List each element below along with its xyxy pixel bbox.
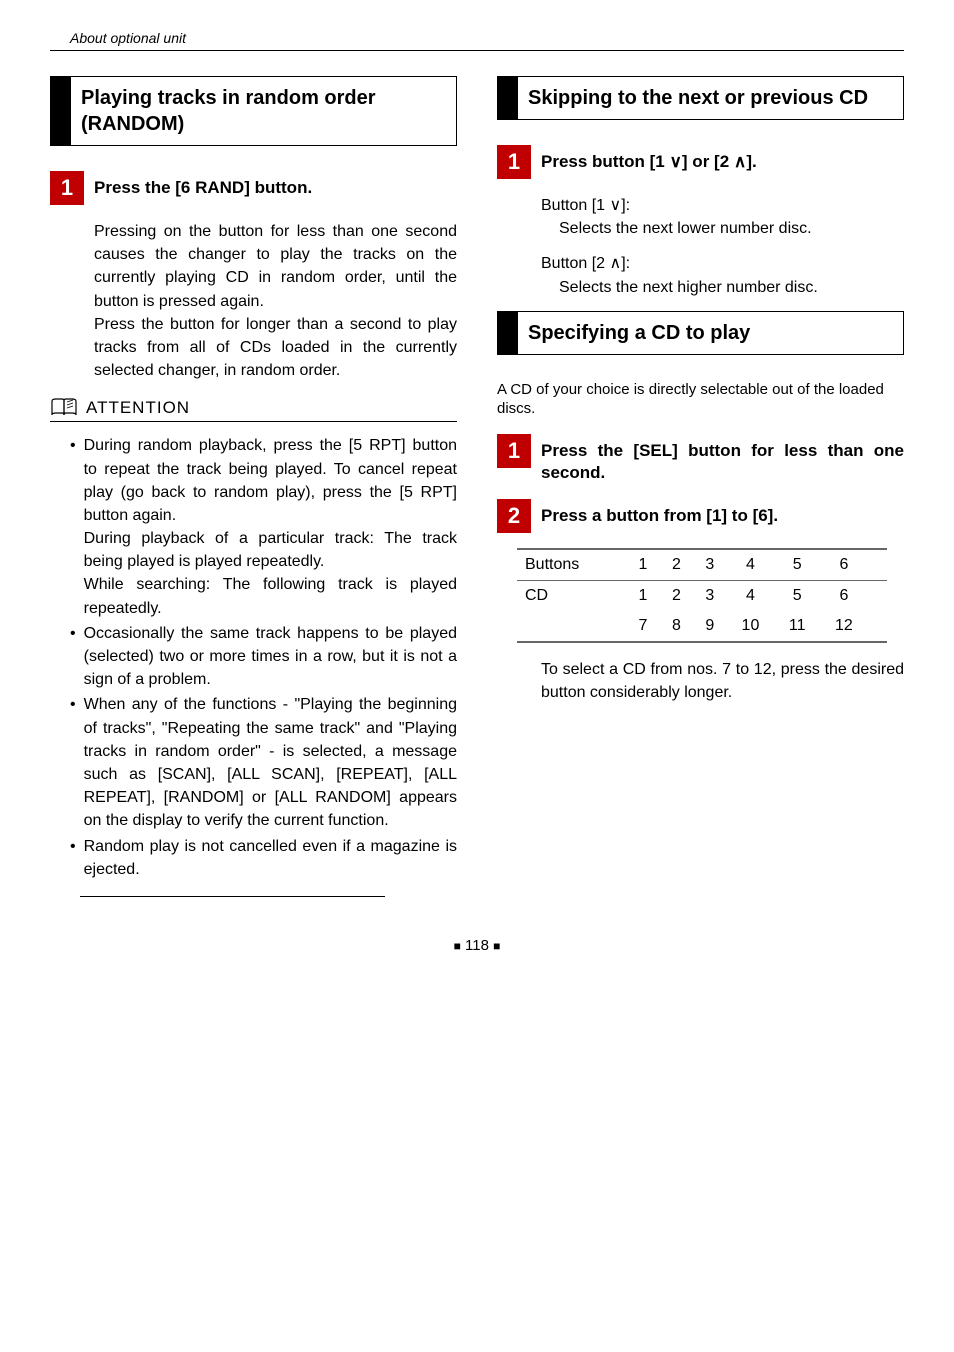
note-text: To select a CD from nos. 7 to 12, press … xyxy=(541,658,904,704)
button-def-desc: Selects the next lower number disc. xyxy=(559,217,904,240)
step-1-specify: 1 Press the [SEL] button for less than o… xyxy=(497,434,904,484)
attention-footer-rule xyxy=(80,896,385,897)
paragraph: Pressing on the button for less than one… xyxy=(94,220,457,313)
left-column: Playing tracks in random order (RANDOM) … xyxy=(50,76,457,897)
square-icon: ■ xyxy=(493,939,500,953)
button-definition: Button [1 ∨]: Selects the next lower num… xyxy=(541,194,904,240)
table-cell: 12 xyxy=(820,611,868,642)
down-caret-icon: ∨ xyxy=(610,197,622,214)
up-caret-icon: ∧ xyxy=(610,255,622,272)
table-cell xyxy=(868,611,887,642)
table-header: 6 xyxy=(820,549,868,581)
step-number: 1 xyxy=(497,434,531,468)
table-header: Buttons xyxy=(517,549,626,581)
table-cell: 5 xyxy=(774,580,820,611)
attention-label: ATTENTION xyxy=(86,398,190,418)
cd-buttons-table: Buttons 1 2 3 4 5 6 CD 1 2 3 4 5 6 xyxy=(517,548,887,643)
bullet-text: Occasionally the same track happens to b… xyxy=(84,622,457,692)
attention-header: ATTENTION xyxy=(50,397,457,422)
heading-bar xyxy=(51,77,71,145)
table-cell: 8 xyxy=(660,611,693,642)
square-icon: ■ xyxy=(454,939,461,953)
heading-title: Specifying a CD to play xyxy=(518,312,760,354)
table-header: 3 xyxy=(693,549,726,581)
table-cell: 7 xyxy=(626,611,659,642)
page-header: About optional unit xyxy=(50,30,904,51)
table-cell: 2 xyxy=(660,580,693,611)
table-header: 1 xyxy=(626,549,659,581)
table-cell: 10 xyxy=(727,611,775,642)
paragraph: Press the button for longer than a secon… xyxy=(94,313,457,383)
table-header: 5 xyxy=(774,549,820,581)
heading-title: Skipping to the next or previous CD xyxy=(518,77,878,119)
bullet-dot: • xyxy=(70,835,76,881)
table-header: 4 xyxy=(727,549,775,581)
table-cell: 6 xyxy=(820,580,868,611)
bullet-dot: • xyxy=(70,693,76,832)
button-def-title: Button [2 ∧]: xyxy=(541,252,904,275)
table-row: Buttons 1 2 3 4 5 6 xyxy=(517,549,887,581)
step-2-specify: 2 Press a button from [1] to [6]. xyxy=(497,499,904,533)
step-instruction: Press button [1 ∨] or [2 ∧]. xyxy=(541,145,904,173)
list-item: • During random playback, press the [5 R… xyxy=(70,434,457,620)
step-1-left: 1 Press the [6 RAND] button. xyxy=(50,171,457,205)
heading-title: Playing tracks in random order (RANDOM) xyxy=(71,77,456,145)
attention-bullets: • During random playback, press the [5 R… xyxy=(70,434,457,881)
step-instruction: Press a button from [1] to [6]. xyxy=(541,499,904,527)
table-cell: 9 xyxy=(693,611,726,642)
table-row: CD 1 2 3 4 5 6 xyxy=(517,580,887,611)
bullet-text: During random playback, press the [5 RPT… xyxy=(84,434,457,620)
table-header xyxy=(868,549,887,581)
bullet-sub: While searching: The following track is … xyxy=(84,573,457,619)
bullet-dot: • xyxy=(70,434,76,620)
list-item: • When any of the functions - "Playing t… xyxy=(70,693,457,832)
intro-text: A CD of your choice is directly selectab… xyxy=(497,380,904,419)
table-cell: 1 xyxy=(626,580,659,611)
content-columns: Playing tracks in random order (RANDOM) … xyxy=(50,76,904,897)
section-heading-random: Playing tracks in random order (RANDOM) xyxy=(50,76,457,146)
table-header: 2 xyxy=(660,549,693,581)
button-def-desc: Selects the next higher number disc. xyxy=(559,276,904,299)
table-cell: 11 xyxy=(774,611,820,642)
table-cell: 3 xyxy=(693,580,726,611)
bullet-sub: During playback of a particular track: T… xyxy=(84,527,457,573)
bullet-text: When any of the functions - "Playing the… xyxy=(84,693,457,832)
table-cell: CD xyxy=(517,580,626,611)
section-heading-specify: Specifying a CD to play xyxy=(497,311,904,355)
bullet-text: Random play is not cancelled even if a m… xyxy=(84,835,457,881)
page-footer: ■ 118 ■ xyxy=(50,937,904,954)
page-number: 118 xyxy=(465,937,489,954)
table-row: 7 8 9 10 11 12 xyxy=(517,611,887,642)
table-cell xyxy=(517,611,626,642)
list-item: • Occasionally the same track happens to… xyxy=(70,622,457,692)
button-def-title: Button [1 ∨]: xyxy=(541,194,904,217)
down-caret-icon: ∨ xyxy=(669,152,681,171)
step-number: 1 xyxy=(497,145,531,179)
heading-bar xyxy=(498,77,518,119)
up-caret-icon: ∧ xyxy=(734,152,746,171)
section-heading-skip: Skipping to the next or previous CD xyxy=(497,76,904,120)
button-definition: Button [2 ∧]: Selects the next higher nu… xyxy=(541,252,904,298)
list-item: • Random play is not cancelled even if a… xyxy=(70,835,457,881)
step-instruction: Press the [6 RAND] button. xyxy=(94,171,457,199)
table-cell: 4 xyxy=(727,580,775,611)
step-number: 1 xyxy=(50,171,84,205)
bullet-dot: • xyxy=(70,622,76,692)
book-icon xyxy=(50,397,78,419)
right-column: Skipping to the next or previous CD 1 Pr… xyxy=(497,76,904,897)
table-cell xyxy=(868,580,887,611)
step-1-skip: 1 Press button [1 ∨] or [2 ∧]. xyxy=(497,145,904,179)
step-number: 2 xyxy=(497,499,531,533)
step-instruction: Press the [SEL] button for less than one… xyxy=(541,434,904,484)
heading-bar xyxy=(498,312,518,354)
